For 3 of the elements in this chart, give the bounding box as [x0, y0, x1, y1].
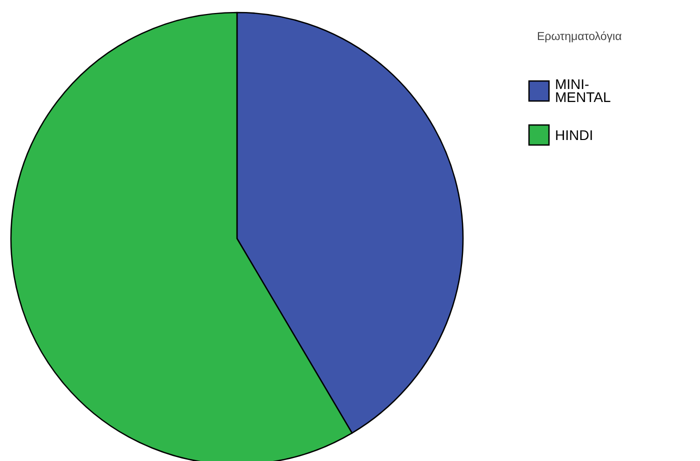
legend-label: MINI-MENTAL — [555, 76, 611, 105]
legend-title: Ερωτηματολόγια — [537, 31, 622, 43]
legend-label: HINDI — [555, 127, 594, 143]
